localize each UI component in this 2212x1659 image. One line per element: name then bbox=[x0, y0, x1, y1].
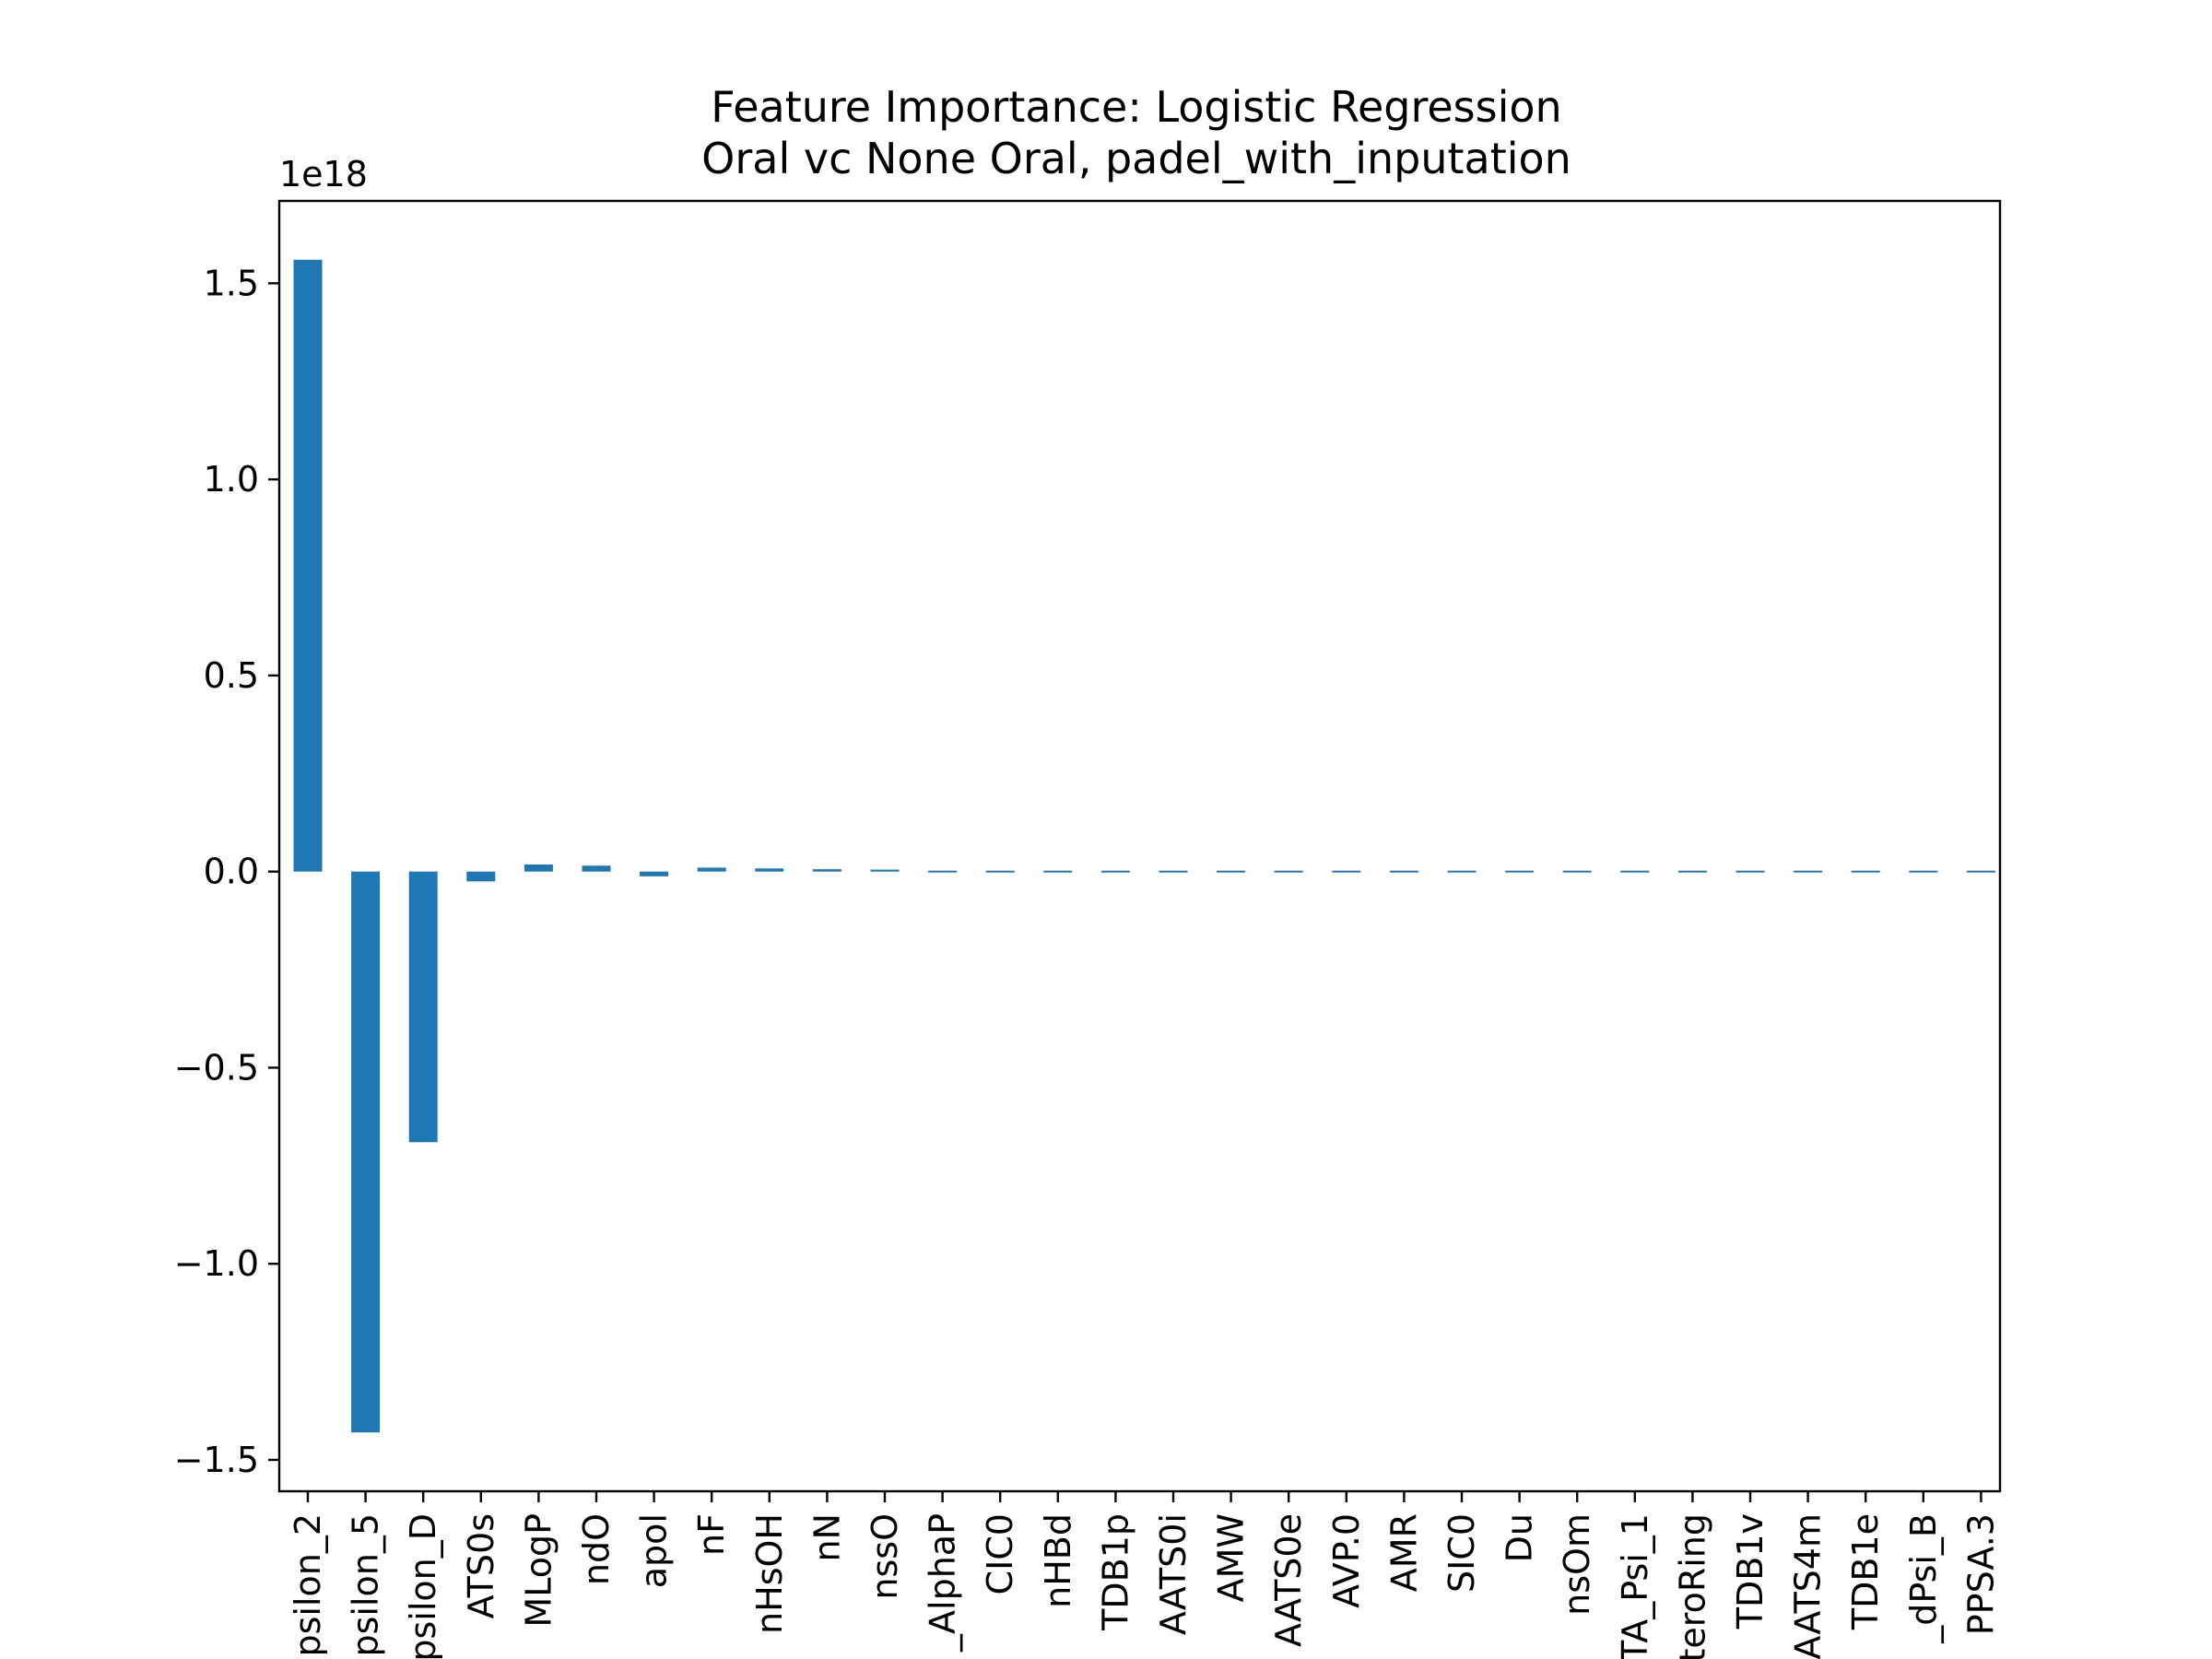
bars-layer bbox=[293, 259, 1995, 1433]
x-tick-label: psilon_5 bbox=[346, 1513, 386, 1657]
bar-AVP.0 bbox=[1332, 870, 1361, 873]
chart-title: Feature Importance: Logistic Regression bbox=[711, 82, 1561, 132]
x-tick-label: TA_Psi_1 bbox=[1615, 1513, 1655, 1659]
y-tick-label: 1.5 bbox=[204, 263, 259, 303]
x-tick-label: PPSA.3 bbox=[1960, 1513, 2001, 1635]
y-tick-label: 1.0 bbox=[204, 459, 259, 500]
bar-nHsOH bbox=[755, 868, 784, 872]
bar-TDB1e bbox=[1851, 870, 1880, 873]
x-tick-label: Du bbox=[1500, 1513, 1540, 1562]
bar-TDB1p bbox=[1100, 870, 1130, 873]
bar-TA_Psi_1 bbox=[1620, 870, 1650, 873]
x-tick-label: nF bbox=[691, 1513, 732, 1556]
bar-CIC0 bbox=[985, 870, 1015, 873]
x-axis: psilon_2 psilon_5 psilon_D ATS0s MLogP ndO apo… bbox=[288, 1491, 2001, 1659]
x-tick-label: nHBd bbox=[1038, 1513, 1078, 1608]
bar-MLogP bbox=[524, 865, 553, 872]
bar-nN bbox=[812, 869, 841, 872]
plot-frame bbox=[277, 199, 2002, 1493]
x-tick-label: AMW bbox=[1211, 1513, 1252, 1602]
bar-_AlphaP bbox=[928, 870, 958, 873]
bar-nHBd bbox=[1043, 870, 1073, 873]
y-tick-label: 0.0 bbox=[204, 852, 259, 892]
bar-_dPsi_B bbox=[1909, 870, 1938, 873]
bar-ATS0s bbox=[466, 871, 496, 882]
x-tick-label: AATS0e bbox=[1268, 1513, 1309, 1647]
bar-nssO bbox=[870, 869, 900, 872]
x-tick-label: CIC0 bbox=[980, 1513, 1020, 1594]
bar-AATS0i bbox=[1159, 870, 1188, 873]
chart-subtitle: Oral vc None Oral, padel_with_inputation bbox=[701, 134, 1571, 183]
x-tick-label: nsOm bbox=[1557, 1513, 1597, 1616]
y-tick-label: −1.0 bbox=[174, 1243, 259, 1284]
y-tick-label: −0.5 bbox=[174, 1047, 259, 1088]
x-tick-label: MLogP bbox=[518, 1513, 559, 1628]
x-tick-label: TDB1p bbox=[1095, 1513, 1135, 1631]
x-tick-label: psilon_2 bbox=[288, 1513, 328, 1657]
y-axis-scale-label: 1e18 bbox=[279, 154, 368, 194]
y-tick-label: −1.5 bbox=[174, 1440, 259, 1480]
bar-apol bbox=[640, 871, 669, 877]
bar-SIC0 bbox=[1447, 870, 1477, 873]
x-tick-label: psilon_D bbox=[403, 1513, 443, 1659]
x-tick-label: AMR bbox=[1383, 1513, 1424, 1592]
x-tick-label: nHsOH bbox=[749, 1513, 790, 1634]
x-tick-label: nssO bbox=[865, 1513, 905, 1600]
bar-Du bbox=[1505, 870, 1535, 873]
x-tick-label: ndO bbox=[576, 1513, 617, 1585]
bar-PPSA.3 bbox=[1966, 870, 1995, 873]
bar-AMR bbox=[1389, 870, 1418, 873]
bar-ndO bbox=[582, 865, 611, 872]
x-tick-label: AVP.0 bbox=[1326, 1513, 1367, 1608]
bar-psilon_D bbox=[408, 871, 438, 1143]
bar-AMW bbox=[1217, 870, 1246, 873]
bar-nF bbox=[697, 867, 726, 872]
x-tick-label: apol bbox=[634, 1513, 675, 1588]
y-axis: 1.5 1.0 0.5 0.0 −0.5 −1.0 −1.5 bbox=[174, 263, 279, 1480]
x-tick-label: SIC0 bbox=[1441, 1513, 1482, 1593]
bar-TDB1v bbox=[1735, 870, 1765, 873]
x-tick-label: TDB1v bbox=[1730, 1513, 1771, 1630]
bar-psilon_5 bbox=[351, 871, 381, 1433]
bar-AATS4m bbox=[1794, 870, 1823, 873]
x-tick-label: _AlphaP bbox=[923, 1513, 963, 1653]
x-tick-label: TDB1e bbox=[1845, 1513, 1886, 1630]
x-tick-label: nN bbox=[806, 1513, 847, 1562]
y-tick-label: 0.5 bbox=[204, 655, 259, 696]
x-tick-label: _dPsi_B bbox=[1903, 1513, 1944, 1644]
bar-AATS0e bbox=[1274, 870, 1303, 873]
bar-psilon_2 bbox=[293, 259, 323, 872]
x-tick-label: AATS0i bbox=[1153, 1513, 1194, 1635]
bar-teroRing bbox=[1677, 870, 1707, 873]
bar-nsOm bbox=[1562, 870, 1592, 873]
x-tick-label: teroRing bbox=[1672, 1513, 1712, 1659]
x-tick-label: AATS4m bbox=[1788, 1513, 1829, 1659]
x-tick-label: ATS0s bbox=[461, 1513, 501, 1618]
